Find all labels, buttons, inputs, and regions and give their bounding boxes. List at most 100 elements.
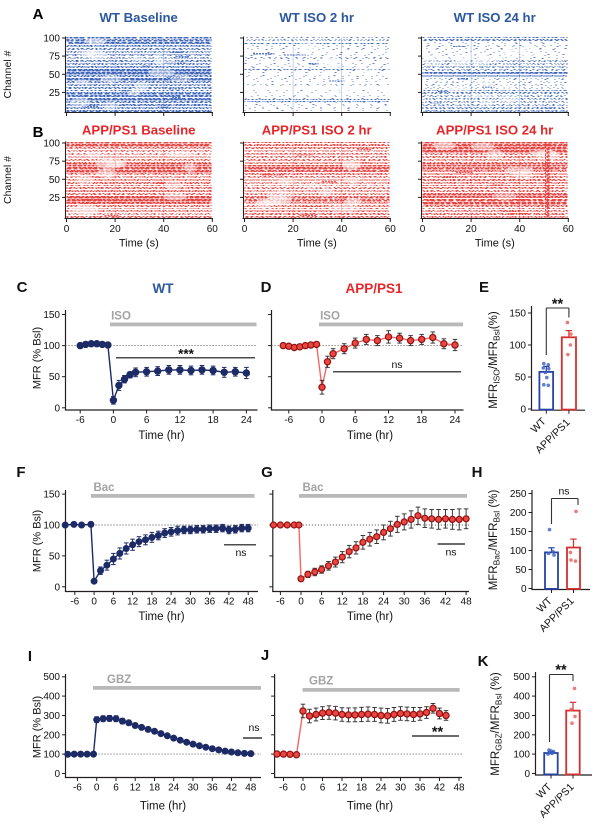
svg-text:0: 0: [91, 597, 97, 608]
svg-text:GBZ: GBZ: [107, 674, 131, 686]
svg-text:36: 36: [414, 783, 426, 794]
svg-text:GBZ: GBZ: [309, 676, 333, 688]
svg-text:**: **: [555, 663, 567, 679]
svg-text:24: 24: [449, 415, 461, 426]
svg-text:50: 50: [49, 70, 61, 81]
svg-text:ns: ns: [248, 722, 259, 734]
svg-text:75: 75: [49, 157, 61, 168]
svg-text:150: 150: [510, 527, 527, 538]
svg-text:24: 24: [241, 415, 253, 426]
svg-text:20: 20: [110, 224, 122, 235]
svg-text:0: 0: [420, 224, 426, 235]
svg-text:MFR (% Bsl): MFR (% Bsl): [32, 510, 44, 572]
svg-text:Time (hr): Time (hr): [138, 611, 184, 623]
svg-text:APP/PS1 ISO 24 hr: APP/PS1 ISO 24 hr: [436, 123, 553, 138]
svg-text:ISO: ISO: [320, 311, 340, 323]
svg-text:36: 36: [419, 597, 431, 608]
svg-text:D: D: [261, 279, 272, 296]
svg-text:100: 100: [513, 750, 530, 761]
svg-text:ns: ns: [445, 547, 456, 559]
svg-text:MFRGBZ/MFRBsl (%): MFRGBZ/MFRBsl (%): [490, 672, 504, 776]
svg-text:Channel #: Channel #: [2, 50, 14, 98]
svg-text:300: 300: [513, 711, 530, 722]
svg-text:-6: -6: [279, 783, 288, 794]
svg-text:WT ISO 2 hr: WT ISO 2 hr: [279, 10, 354, 25]
svg-text:C: C: [17, 279, 28, 296]
svg-text:J: J: [261, 647, 269, 664]
svg-text:0: 0: [64, 224, 70, 235]
svg-text:75: 75: [49, 52, 61, 63]
svg-text:B: B: [33, 124, 44, 141]
svg-text:APP/PS1 ISO 2 hr: APP/PS1 ISO 2 hr: [262, 123, 372, 138]
svg-text:20: 20: [466, 224, 478, 235]
svg-text:Channel #: Channel #: [2, 156, 14, 204]
svg-text:6: 6: [320, 783, 326, 794]
svg-text:100: 100: [509, 341, 526, 352]
svg-text:12: 12: [130, 783, 142, 794]
svg-text:WT Baseline: WT Baseline: [99, 10, 177, 25]
svg-text:40: 40: [514, 224, 526, 235]
svg-text:150: 150: [43, 490, 60, 501]
svg-text:K: K: [478, 653, 489, 670]
svg-text:18: 18: [146, 597, 158, 608]
svg-text:0: 0: [319, 415, 325, 426]
svg-text:APP/PS1: APP/PS1: [345, 281, 403, 296]
svg-text:42: 42: [434, 783, 446, 794]
svg-text:MFRBac/MFRBsl (%): MFRBac/MFRBsl (%): [488, 490, 502, 591]
svg-text:G: G: [261, 464, 273, 481]
svg-text:48: 48: [245, 783, 257, 794]
svg-text:150: 150: [43, 310, 60, 321]
svg-text:30: 30: [395, 783, 407, 794]
svg-text:6: 6: [113, 783, 119, 794]
svg-text:0: 0: [94, 783, 100, 794]
svg-text:0: 0: [54, 582, 60, 593]
svg-text:E: E: [479, 279, 489, 296]
svg-text:ns: ns: [558, 486, 569, 498]
svg-text:12: 12: [127, 597, 139, 608]
svg-text:F: F: [16, 464, 25, 481]
svg-text:0: 0: [521, 584, 527, 595]
svg-text:12: 12: [337, 597, 349, 608]
svg-text:48: 48: [461, 597, 473, 608]
svg-text:0: 0: [524, 769, 530, 780]
svg-text:400: 400: [43, 692, 60, 703]
svg-text:18: 18: [357, 597, 369, 608]
svg-text:100: 100: [43, 341, 60, 352]
svg-text:Time (s): Time (s): [297, 238, 337, 250]
svg-text:42: 42: [440, 597, 452, 608]
svg-text:0: 0: [520, 405, 526, 416]
svg-text:12: 12: [174, 415, 186, 426]
svg-text:100: 100: [510, 546, 527, 557]
svg-text:40: 40: [158, 224, 170, 235]
svg-text:500: 500: [43, 672, 60, 683]
svg-text:42: 42: [226, 783, 238, 794]
svg-text:WT: WT: [153, 281, 175, 296]
svg-text:250: 250: [510, 489, 527, 500]
svg-text:150: 150: [509, 309, 526, 320]
svg-text:500: 500: [513, 672, 530, 683]
svg-text:Time (hr): Time (hr): [347, 801, 393, 813]
svg-text:**: **: [432, 725, 444, 741]
svg-text:18: 18: [149, 783, 161, 794]
svg-text:60: 60: [385, 224, 397, 235]
svg-text:ns: ns: [391, 359, 402, 371]
svg-text:24: 24: [375, 783, 387, 794]
svg-text:MFR (% Bsl): MFR (% Bsl): [32, 696, 44, 758]
svg-text:APP/PS1 Baseline: APP/PS1 Baseline: [82, 123, 196, 138]
svg-text:36: 36: [204, 597, 216, 608]
svg-text:0: 0: [300, 783, 306, 794]
svg-text:0: 0: [242, 224, 248, 235]
svg-text:25: 25: [49, 88, 61, 99]
svg-text:18: 18: [416, 415, 428, 426]
svg-text:WT: WT: [529, 415, 549, 435]
svg-text:Time (hr): Time (hr): [138, 430, 184, 442]
svg-text:A: A: [33, 6, 44, 23]
svg-text:MFRISO/MFRBsl(%): MFRISO/MFRBsl(%): [488, 311, 502, 409]
svg-text:300: 300: [43, 711, 60, 722]
svg-text:-6: -6: [76, 415, 85, 426]
svg-text:18: 18: [356, 783, 368, 794]
svg-text:60: 60: [207, 224, 219, 235]
svg-text:12: 12: [336, 783, 348, 794]
svg-text:6: 6: [352, 415, 358, 426]
svg-text:I: I: [28, 648, 32, 665]
